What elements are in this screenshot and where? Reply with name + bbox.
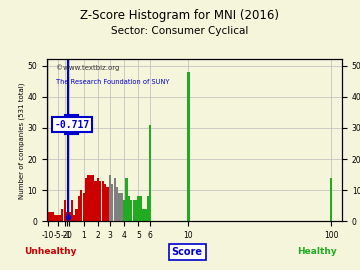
Bar (92, 175, 94, 221)
Bar (90, 175, 92, 221)
Bar (102, 181, 104, 221)
Bar (106, 187, 109, 221)
Bar (187, 72, 190, 221)
Bar (47, 212, 49, 221)
Text: The Research Foundation of SUNY: The Research Foundation of SUNY (56, 79, 169, 85)
Bar (76, 209, 78, 221)
Bar (66, 212, 68, 221)
Text: Healthy: Healthy (297, 247, 337, 256)
Bar (330, 178, 332, 221)
Bar (78, 197, 80, 221)
Bar (80, 190, 82, 221)
Text: Sector: Consumer Cyclical: Sector: Consumer Cyclical (111, 26, 249, 36)
Bar (54, 215, 56, 221)
Text: Z-Score Histogram for MNI (2016): Z-Score Histogram for MNI (2016) (81, 9, 279, 22)
Bar (137, 197, 140, 221)
Bar (73, 215, 75, 221)
Bar (82, 193, 85, 221)
Bar (49, 212, 51, 221)
Y-axis label: Number of companies (531 total): Number of companies (531 total) (18, 82, 24, 199)
Bar (99, 181, 102, 221)
Text: ©www.textbiz.org: ©www.textbiz.org (56, 64, 119, 71)
Bar (61, 209, 63, 221)
Bar (144, 209, 147, 221)
Bar (142, 209, 144, 221)
Bar (71, 200, 73, 221)
Bar (63, 200, 66, 221)
Bar (97, 178, 99, 221)
Bar (85, 178, 87, 221)
Bar (121, 193, 123, 221)
Bar (111, 184, 113, 221)
Bar (116, 187, 118, 221)
Bar (94, 181, 97, 221)
Bar (59, 215, 61, 221)
Bar (128, 197, 130, 221)
Bar (130, 200, 132, 221)
Text: -0.717: -0.717 (54, 120, 89, 130)
Bar (51, 212, 54, 221)
Bar (118, 193, 121, 221)
Bar (68, 212, 71, 221)
Text: Score: Score (172, 247, 203, 257)
Bar (147, 197, 149, 221)
Text: Unhealthy: Unhealthy (24, 247, 77, 256)
Bar (132, 200, 135, 221)
Bar (135, 200, 137, 221)
Bar (123, 200, 125, 221)
Bar (140, 197, 142, 221)
Bar (113, 178, 116, 221)
Bar (104, 184, 106, 221)
Bar (125, 178, 128, 221)
Bar (109, 175, 111, 221)
Bar (87, 175, 90, 221)
Bar (57, 215, 59, 221)
Bar (149, 125, 152, 221)
